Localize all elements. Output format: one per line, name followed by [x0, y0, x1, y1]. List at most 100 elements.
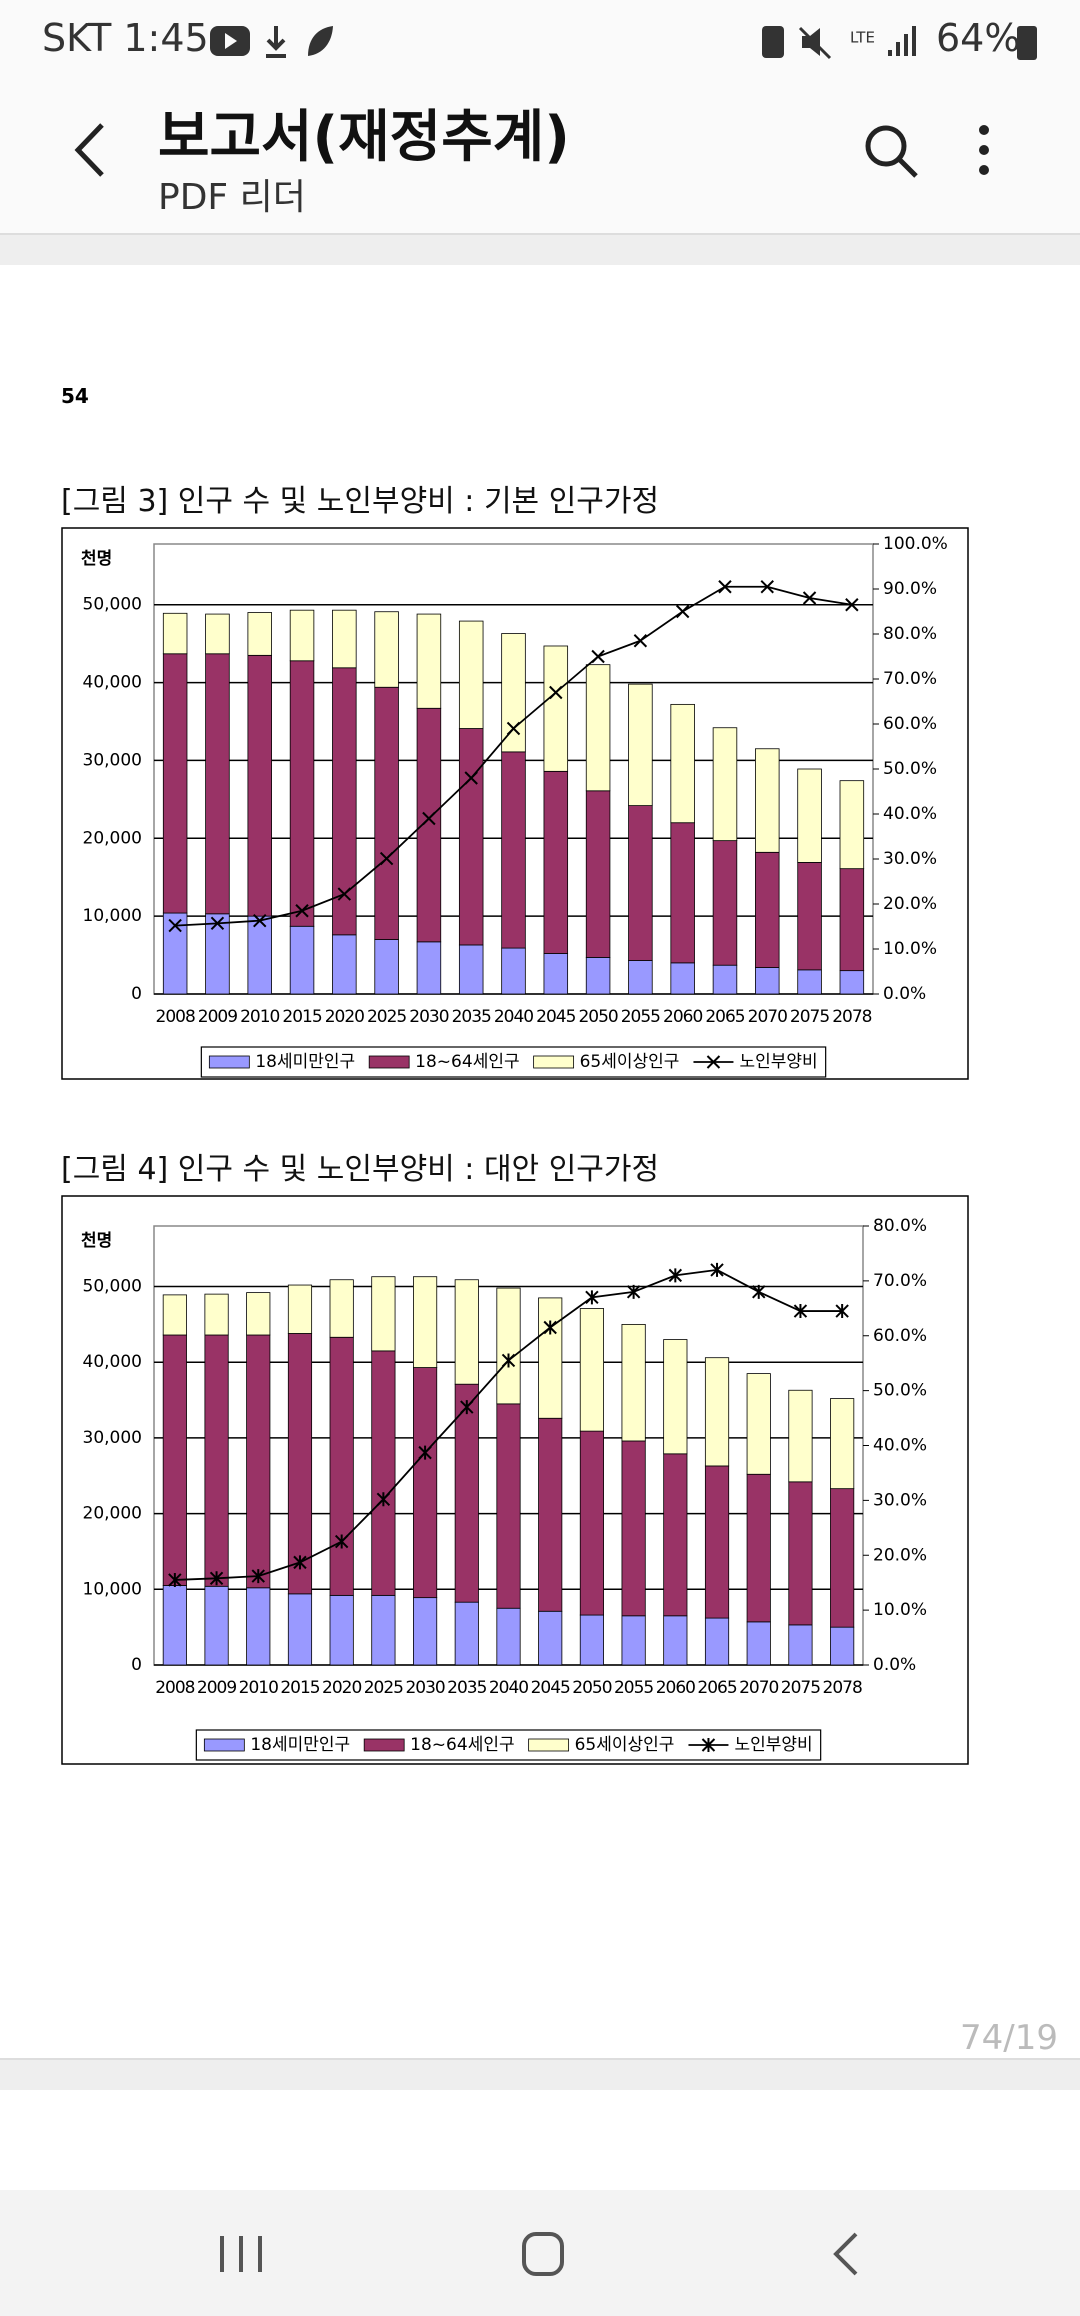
search-button[interactable] — [862, 122, 922, 182]
bar-segment — [501, 751, 526, 949]
y-tick-label: 20,000 — [83, 828, 142, 848]
y2-tick-label: 30.0% — [883, 849, 937, 869]
chart: 천명 0 10,000 20,000 30,000 40,000 50,000 0.0% 10.… — [61, 1195, 969, 1765]
x-tick-label: 2015 — [280, 1678, 319, 1698]
bar-segment — [628, 683, 653, 806]
x-tick-label: 2078 — [832, 1007, 871, 1027]
back-arrow — [74, 123, 104, 177]
bar-segment — [247, 654, 272, 917]
bar-segment — [704, 1617, 730, 1666]
bar-segment — [247, 612, 272, 656]
y2-tick-label: 20.0% — [883, 894, 937, 914]
mute-icon — [802, 28, 820, 56]
legend-label: 18세미만인구 — [250, 1735, 350, 1755]
bar-segment — [454, 1601, 479, 1666]
bar-segment — [162, 653, 188, 914]
line-marker — [460, 1400, 474, 1415]
more-button[interactable] — [972, 124, 996, 180]
x-tick-label: 2040 — [494, 1007, 533, 1027]
bar-segment — [839, 780, 865, 870]
bar-segment — [543, 645, 569, 772]
line-marker — [253, 913, 267, 928]
bar-segment — [501, 633, 526, 753]
line-marker — [793, 1304, 808, 1319]
x-tick-label: 2008 — [156, 1007, 195, 1027]
bar-segment — [704, 1357, 730, 1467]
legend-swatch — [208, 1055, 250, 1069]
x-tick-label: 2070 — [748, 1007, 787, 1027]
back-nav-button[interactable] — [833, 2232, 858, 2276]
y2-tick-label: 100.0% — [883, 534, 948, 554]
battery-saver-icon — [762, 26, 784, 58]
line-marker — [251, 1569, 265, 1584]
y2-tick-label: 70.0% — [883, 669, 937, 689]
y2-tick-label: 40.0% — [883, 804, 937, 824]
bar-segment — [797, 862, 822, 971]
y2-tick-label: 50.0% — [883, 759, 937, 779]
legend-label: 18~64세인구 — [415, 1052, 519, 1072]
legend-swatch — [528, 1738, 570, 1752]
bar-segment — [246, 1292, 271, 1336]
x-tick-label: 2009 — [198, 1007, 237, 1027]
y2-tick-label: 90.0% — [883, 579, 937, 599]
bar-segment — [585, 790, 611, 958]
legend-label: 18~64세인구 — [410, 1735, 514, 1755]
home-button[interactable] — [522, 2232, 564, 2276]
mute-slash — [798, 26, 832, 60]
legend-swatch — [203, 1738, 245, 1752]
y-tick-label: 30,000 — [83, 750, 142, 770]
legend: 18세미만인구 18~64세인구 65세이상인구 노인부양비 — [195, 1729, 822, 1761]
bar-segment — [416, 707, 442, 943]
line-marker — [418, 1445, 432, 1460]
bar-segment — [287, 1284, 313, 1334]
y2-tick-label: 30.0% — [873, 1490, 927, 1510]
line-marker — [168, 918, 182, 933]
x-tick-label: 2025 — [367, 1007, 406, 1027]
play — [225, 33, 237, 49]
y-tick-label: 0 — [131, 984, 142, 1004]
bar-segment — [663, 1615, 688, 1666]
line-marker — [591, 649, 605, 664]
line-marker — [585, 1290, 599, 1305]
x-tick-label: 2015 — [282, 1007, 321, 1027]
bar-segment — [374, 939, 399, 995]
figure-caption: [그림 3] 인구 수 및 노인부양비 : 기본 인구가정 — [61, 484, 660, 519]
y2-tick-label: 50.0% — [873, 1381, 927, 1401]
bar-segment — [371, 1594, 396, 1666]
y2-tick-label: 0.0% — [873, 1655, 916, 1675]
bar-segment — [830, 1398, 855, 1490]
legend-label: 노인부양비 — [734, 1735, 812, 1755]
back-button[interactable] — [70, 120, 110, 180]
x-tick-label: 2035 — [452, 1007, 491, 1027]
battery-percent: 64% — [936, 16, 1021, 60]
x-tick-label: 2030 — [405, 1678, 444, 1698]
line-marker — [543, 1320, 557, 1335]
y-tick-label: 10,000 — [83, 906, 142, 926]
y-tick-label: 10,000 — [83, 1579, 142, 1599]
bar-segment — [374, 611, 399, 688]
line-marker — [337, 887, 352, 901]
bar-segment — [628, 805, 653, 961]
legend-marker — [706, 1055, 721, 1069]
bar-segment — [746, 1473, 771, 1623]
bar-segment — [712, 840, 738, 966]
bar-segment — [579, 1614, 604, 1666]
app-subtitle: PDF 리더 — [158, 177, 306, 218]
bar-segment — [621, 1323, 646, 1442]
bar-segment — [162, 1585, 187, 1666]
bar-segment — [246, 1334, 271, 1589]
recents-button[interactable] — [220, 2236, 262, 2272]
search-handle — [897, 157, 918, 178]
leaf-icon — [308, 26, 333, 56]
bar-segment — [289, 660, 315, 927]
status-right-icons: LTE — [762, 26, 916, 60]
line-marker — [293, 1555, 307, 1570]
y-axis-label: 천명 — [81, 549, 112, 569]
x-tick-label: 2075 — [790, 1007, 829, 1027]
bar-segment — [755, 851, 780, 968]
x-tick-label: 2050 — [572, 1678, 611, 1698]
bar-segment — [458, 728, 484, 946]
y2-tick-label: 70.0% — [873, 1271, 927, 1291]
bar-segment — [788, 1624, 813, 1666]
